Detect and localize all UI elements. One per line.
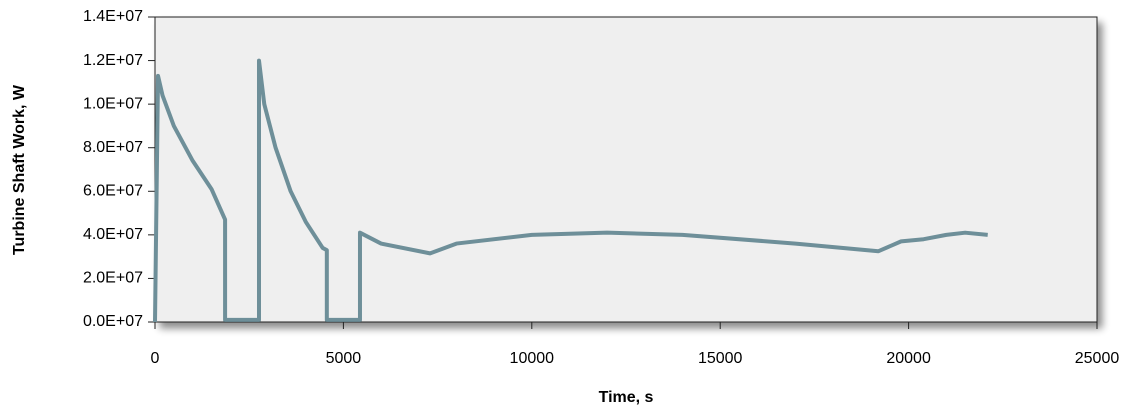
data-line xyxy=(153,58,988,323)
y-tick-label: 0.0E+07 xyxy=(83,313,143,330)
x-tick-label: 20000 xyxy=(886,350,931,367)
x-axis-title: Time, s xyxy=(599,389,654,406)
y-axis-title: Turbine Shaft Work, W xyxy=(11,84,28,255)
plot-area xyxy=(154,16,1098,323)
y-tick-label: 1.4E+07 xyxy=(83,8,143,25)
y-tick-label: 6.0E+07 xyxy=(83,183,143,200)
y-tick-label: 1.0E+07 xyxy=(83,95,143,112)
y-tick-label: 4.0E+07 xyxy=(83,226,143,243)
y-tick-label: 8.0E+07 xyxy=(83,139,143,156)
x-tick-label: 10000 xyxy=(510,350,555,367)
x-tick-label: 15000 xyxy=(698,350,743,367)
x-tick-label: 0 xyxy=(151,350,160,367)
y-tick-label: 2.0E+07 xyxy=(83,270,143,287)
x-tick-label: 25000 xyxy=(1075,350,1120,367)
y-tick-label: 1.2E+07 xyxy=(83,52,143,69)
x-tick-label: 5000 xyxy=(326,350,362,367)
